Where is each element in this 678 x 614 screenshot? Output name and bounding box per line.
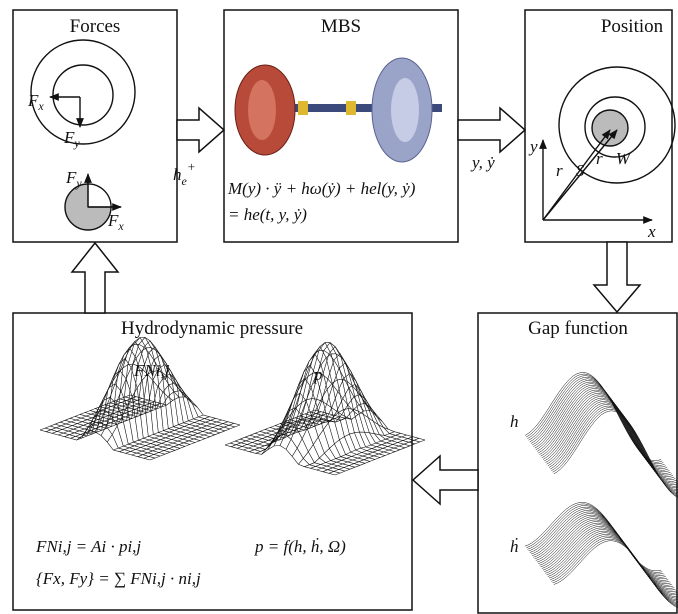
surface-line xyxy=(137,421,228,457)
circle xyxy=(584,96,646,158)
surfaces xyxy=(39,336,678,609)
rotor xyxy=(234,57,442,163)
arrow xyxy=(176,106,226,154)
equation: {Fx, Fy} = ∑ FNi,j · ni,j xyxy=(36,569,201,588)
symbol: Fy xyxy=(63,128,80,150)
arrow xyxy=(592,241,642,314)
surface-line xyxy=(538,519,675,589)
surface-line xyxy=(539,521,676,591)
surface-line xyxy=(328,438,420,474)
symbol: Fx xyxy=(107,211,124,233)
vector xyxy=(542,129,618,221)
equation: M(y) · ÿ + hω(ẏ) + hel(y, ẏ) xyxy=(227,179,416,198)
arrow xyxy=(70,241,120,314)
symbol: Fx xyxy=(27,91,44,113)
surface-line xyxy=(540,522,677,592)
surface-line xyxy=(322,436,413,472)
shaft-quarter xyxy=(87,183,112,208)
symbol: FNi,j xyxy=(133,361,170,380)
title: Hydrodynamic pressure xyxy=(121,318,303,339)
vector xyxy=(542,129,611,221)
title: Gap function xyxy=(528,318,628,339)
surface-line xyxy=(334,439,426,476)
symbol: Fy xyxy=(65,168,82,190)
edge-label: y, ẏ xyxy=(470,153,495,172)
title: MBS xyxy=(321,16,361,37)
title: Forces xyxy=(70,16,121,37)
surface-line xyxy=(546,530,678,600)
equation: p = f(h, ḣ, Ω) xyxy=(254,537,346,556)
surface-line xyxy=(534,514,671,584)
arrow xyxy=(457,106,527,154)
symbol: p xyxy=(313,365,323,384)
surface-line xyxy=(547,532,678,602)
surface-line xyxy=(552,538,678,608)
equation: = he(t, y, ẏ) xyxy=(228,205,307,224)
surface-line xyxy=(309,402,421,443)
surface-line xyxy=(129,394,241,426)
hydro-box xyxy=(12,312,413,611)
surface-line xyxy=(304,394,416,445)
edge-label: he+ xyxy=(173,159,196,188)
symbol: r⃗S xyxy=(556,161,585,180)
surface-line xyxy=(550,535,678,605)
surface-line xyxy=(551,537,678,606)
surface-line xyxy=(545,529,678,599)
symbol: h xyxy=(510,412,519,431)
surface-line xyxy=(299,384,411,447)
surface-line xyxy=(149,424,241,461)
symbol: ḣ xyxy=(510,537,519,556)
symbol: r⃗W xyxy=(596,149,632,168)
surface-line xyxy=(542,526,678,596)
arrow xyxy=(411,454,479,506)
surface-line xyxy=(553,410,678,498)
surface-line xyxy=(119,382,231,430)
surface-line xyxy=(536,518,674,588)
surface-line xyxy=(553,540,678,609)
surface-line xyxy=(533,513,670,583)
shaft xyxy=(591,109,629,147)
surface-line xyxy=(544,527,678,597)
title: Position xyxy=(601,16,664,37)
circle xyxy=(30,39,136,145)
surface-line xyxy=(535,516,672,586)
surface-line xyxy=(314,409,426,441)
surface-line xyxy=(124,390,236,428)
equation: FNi,j = Ai · pi,j xyxy=(35,537,141,556)
surface-line xyxy=(114,373,226,432)
surface-line xyxy=(548,534,678,604)
symbol: x xyxy=(647,222,656,241)
surface-line xyxy=(541,524,678,594)
symbol: y xyxy=(528,137,538,156)
surface-line xyxy=(143,423,235,459)
circle xyxy=(558,66,676,184)
gap-box xyxy=(477,312,678,614)
